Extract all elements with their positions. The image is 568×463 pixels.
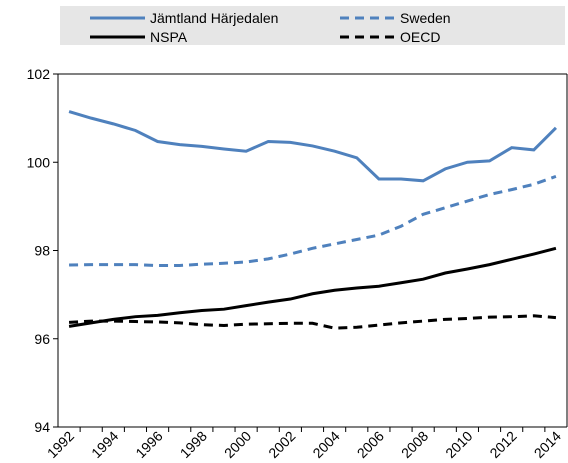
y-tick-label: 96 <box>34 331 50 347</box>
series-line <box>68 246 557 328</box>
x-tick-label: 1994 <box>88 428 121 461</box>
series-line <box>69 174 557 268</box>
series-line <box>68 314 557 330</box>
y-tick-label: 100 <box>27 154 51 170</box>
legend-label: Sweden <box>400 10 451 26</box>
y-tick-label: 98 <box>34 243 50 259</box>
legend-box <box>60 6 565 45</box>
legend-label: Jämtland Härjedalen <box>150 10 278 26</box>
y-tick-label: 94 <box>34 419 50 435</box>
x-tick-label: 2004 <box>309 428 342 461</box>
x-tick-label: 2010 <box>442 428 475 461</box>
legend: Jämtland Härjedalen Sweden NSPA OECD <box>90 10 451 45</box>
legend-label: NSPA <box>150 29 188 45</box>
legend-label: OECD <box>400 29 440 45</box>
x-tick-label: 1998 <box>177 428 210 461</box>
x-tick-label: 2002 <box>265 428 298 461</box>
x-tick-label: 2008 <box>398 428 431 461</box>
x-tick-label: 2014 <box>531 428 564 461</box>
x-tick-label: 2012 <box>486 428 519 461</box>
x-tick-label: 2000 <box>221 428 254 461</box>
series-line <box>68 110 557 183</box>
y-tick-label: 102 <box>27 66 51 82</box>
x-tick-label: 2006 <box>354 428 387 461</box>
x-tick-label: 1996 <box>132 428 165 461</box>
